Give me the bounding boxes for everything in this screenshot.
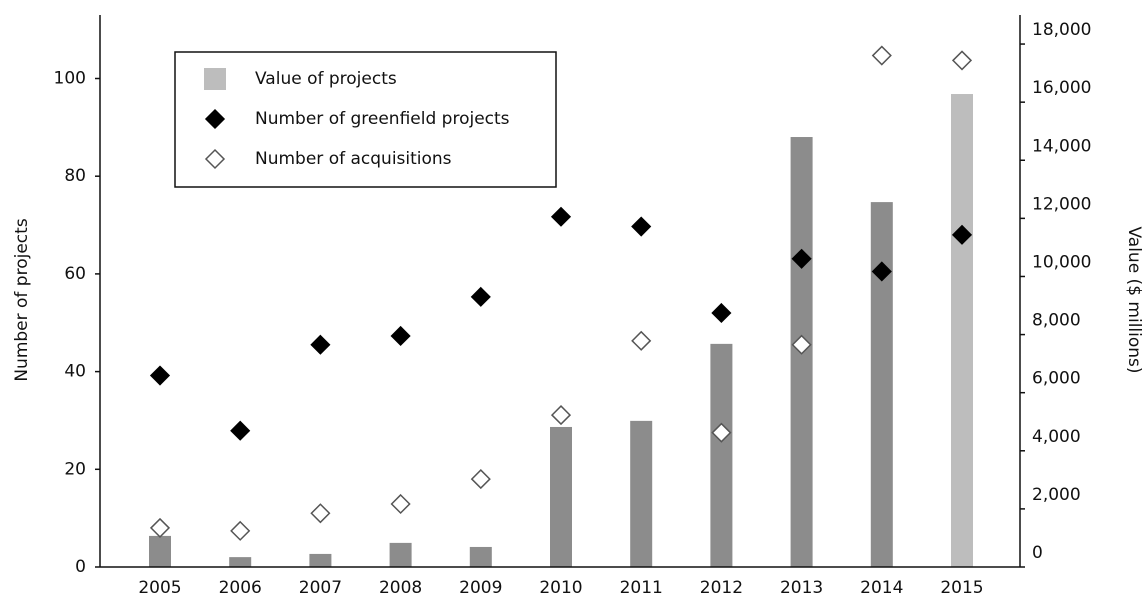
y-tick-label: 0 <box>75 557 86 577</box>
y-tick-label: 60 <box>64 264 86 284</box>
marker <box>871 45 892 66</box>
y-tick-label: 40 <box>64 362 86 382</box>
legend-marker <box>204 148 226 170</box>
x-tick-label: 2013 <box>780 578 823 598</box>
legend-label: Number of greenfield projects <box>255 109 510 129</box>
legend-box <box>174 51 557 188</box>
marker <box>951 224 973 245</box>
legend-label: Number of acquisitions <box>255 149 452 169</box>
marker <box>550 405 572 426</box>
x-tick-label: 2010 <box>539 578 582 598</box>
bar <box>149 535 171 567</box>
bar <box>469 546 492 567</box>
marker <box>390 325 411 347</box>
y2-tick-label: 6,000 <box>1032 369 1081 389</box>
y-tick-label: 80 <box>64 166 86 186</box>
x-tick-label: 2012 <box>700 578 743 598</box>
x-tick-label: 2008 <box>379 578 422 598</box>
marker <box>310 503 331 524</box>
x-tick-label: 2006 <box>219 578 262 598</box>
y2-tick-label: 8,000 <box>1032 311 1081 331</box>
marker <box>791 334 812 355</box>
marker <box>230 420 251 441</box>
marker <box>149 365 171 386</box>
marker <box>470 469 491 490</box>
y2-tick-label: 2,000 <box>1032 485 1081 505</box>
y2-tick-label: 10,000 <box>1032 252 1091 272</box>
marker <box>631 216 652 237</box>
bar <box>229 557 252 567</box>
marker <box>711 302 732 324</box>
bar <box>309 553 332 567</box>
y2-axis-label: Value ($ millions) <box>1124 226 1144 373</box>
marker <box>951 50 973 71</box>
bar <box>710 343 733 567</box>
y2-tick-label: 16,000 <box>1032 78 1091 98</box>
marker <box>470 286 491 307</box>
x-tick-label: 2014 <box>860 578 903 598</box>
x-tick-label: 2009 <box>459 578 502 598</box>
bar <box>550 426 572 567</box>
y-axis-label: Number of projects <box>12 218 32 381</box>
marker <box>149 517 171 538</box>
y2-tick-label: 0 <box>1032 543 1043 563</box>
marker <box>230 520 251 541</box>
y2-tick-label: 14,000 <box>1032 136 1091 156</box>
legend-swatch <box>204 68 226 90</box>
bar <box>870 202 893 568</box>
marker <box>711 422 732 443</box>
x-tick-label: 2007 <box>299 578 342 598</box>
marker <box>390 493 411 515</box>
bar <box>389 542 412 567</box>
marker <box>871 261 892 282</box>
x-tick-label: 2005 <box>138 578 181 598</box>
legend-marker <box>204 108 226 130</box>
marker <box>631 330 652 351</box>
y2-tick-label: 12,000 <box>1032 194 1091 214</box>
bar <box>951 94 973 567</box>
y-tick-label: 100 <box>54 69 86 89</box>
y2-tick-label: 18,000 <box>1032 20 1091 40</box>
y-tick-label: 20 <box>64 459 86 479</box>
bar <box>630 420 653 567</box>
marker <box>550 206 572 227</box>
marker <box>791 248 812 269</box>
y2-tick-label: 4,000 <box>1032 427 1081 447</box>
marker <box>310 334 331 355</box>
legend-label: Value of projects <box>255 69 397 89</box>
x-tick-label: 2011 <box>620 578 663 598</box>
x-tick-label: 2015 <box>940 578 983 598</box>
